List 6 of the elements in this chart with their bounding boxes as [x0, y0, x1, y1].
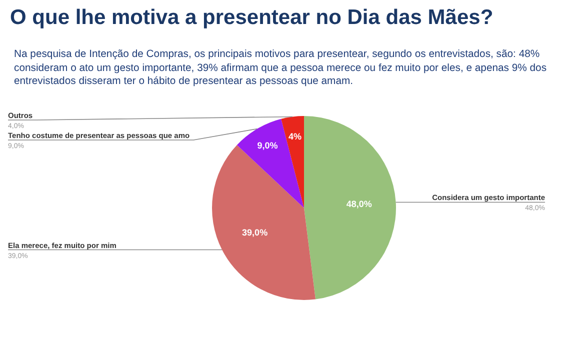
data-label: 4%: [288, 131, 302, 142]
data-label: 9,0%: [257, 140, 278, 151]
data-label: 39,0%: [242, 228, 268, 238]
chart-subtitle: Na pesquisa de Intenção de Compras, os principais motivos para presentear, segundo os entrevistados, são: 48% consideram o ato um gesto importante, 39% afirmam que a pessoa merece ou fez muito por eles, e apenas 9% dos entrevistados disseram ter o hábito de presentear as pessoas que amam.: [14, 48, 548, 88]
chart-title: O que lhe motiva a presentear no Dia das Mães?: [10, 6, 494, 30]
data-label: 48,0%: [346, 199, 372, 210]
